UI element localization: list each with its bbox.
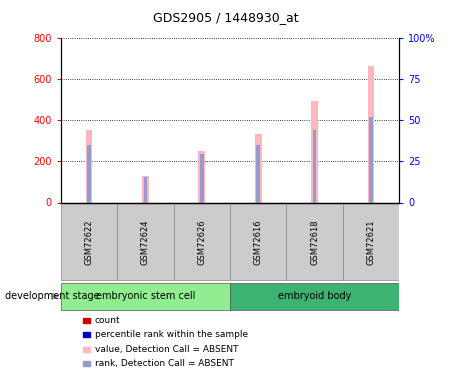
Text: GSM72626: GSM72626	[198, 219, 206, 265]
Text: GDS2905 / 1448930_at: GDS2905 / 1448930_at	[153, 11, 298, 24]
Text: value, Detection Call = ABSENT: value, Detection Call = ABSENT	[95, 345, 239, 354]
Text: embryonic stem cell: embryonic stem cell	[96, 291, 195, 301]
Bar	[368, 66, 374, 203]
Bar	[256, 145, 260, 202]
Text: GSM72616: GSM72616	[254, 219, 262, 265]
Bar	[313, 130, 317, 203]
Text: GSM72618: GSM72618	[310, 219, 319, 265]
Bar	[61, 204, 117, 280]
Bar	[86, 130, 92, 203]
Text: GSM72624: GSM72624	[141, 219, 150, 265]
Bar	[87, 145, 91, 202]
Bar	[255, 135, 262, 202]
Text: count: count	[95, 316, 120, 325]
Bar	[286, 204, 343, 280]
Bar	[200, 154, 204, 203]
Bar	[198, 151, 205, 202]
Bar	[230, 283, 399, 310]
Bar	[117, 204, 174, 280]
Bar	[143, 177, 147, 203]
Bar	[142, 176, 149, 202]
Bar	[369, 117, 373, 202]
Text: GSM72622: GSM72622	[85, 219, 93, 265]
Text: percentile rank within the sample: percentile rank within the sample	[95, 330, 248, 339]
Text: development stage: development stage	[5, 291, 99, 301]
Text: embryoid body: embryoid body	[278, 291, 351, 301]
Bar	[174, 204, 230, 280]
Bar	[311, 102, 318, 202]
Bar	[61, 283, 230, 310]
Bar	[230, 204, 286, 280]
Bar	[343, 204, 399, 280]
Text: rank, Detection Call = ABSENT: rank, Detection Call = ABSENT	[95, 359, 234, 368]
Text: GSM72621: GSM72621	[367, 219, 375, 265]
